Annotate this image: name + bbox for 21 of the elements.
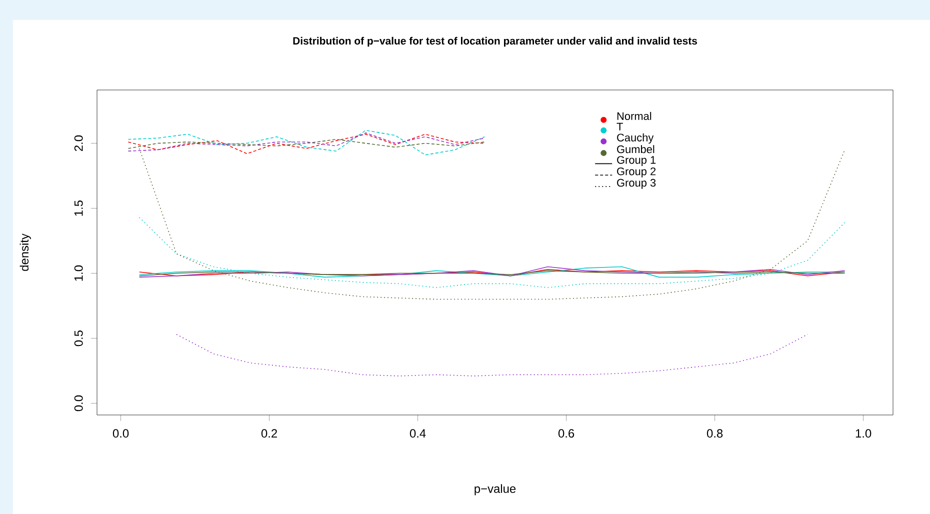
legend-label: Normal [617, 112, 652, 120]
annotation: Group 3 [617, 178, 656, 189]
y-tick-label: 0.0 [74, 395, 83, 412]
legend-label: T [616, 122, 623, 130]
x-tick-label: 0.6 [558, 429, 574, 438]
x-tick-label: 0.8 [706, 429, 723, 438]
annotation: Group 1 [617, 156, 656, 166]
y-tick-label: 1.5 [74, 200, 83, 216]
y-axis-title: density [20, 234, 31, 271]
y-tick-label: 0.5 [74, 330, 83, 346]
x-axis-title: p−value [474, 484, 516, 496]
x-tick-label: 1.0 [856, 429, 872, 438]
legend-label: Cauchy [617, 133, 654, 144]
legend-label: Gumbel [617, 145, 654, 154]
x-tick-label: 0.0 [112, 429, 129, 438]
x-tick-label: 0.2 [261, 429, 277, 438]
y-tick-label: 2.0 [74, 135, 83, 151]
y-tick-label: 1.0 [74, 265, 83, 281]
chart-title: Distribution of p−value for test of location parameter under valid and invalid tests [293, 36, 697, 47]
x-tick-label: 0.4 [410, 429, 426, 438]
annotation: Group 2 [617, 167, 656, 178]
